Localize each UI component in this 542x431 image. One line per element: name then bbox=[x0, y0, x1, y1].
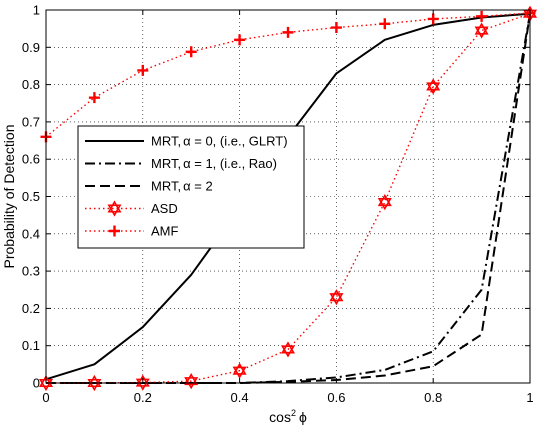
data-point-hexagram-up bbox=[280, 341, 296, 354]
data-point-hexagram-down bbox=[426, 82, 441, 95]
legend-entry: MRT, α = 2 bbox=[85, 179, 213, 194]
data-point-hexagram-down bbox=[377, 198, 392, 211]
x-axis-label-prefix: cos bbox=[269, 409, 291, 425]
y-tick-label: 0.4 bbox=[22, 226, 40, 241]
legend-label-prefix: MRT, bbox=[151, 179, 181, 194]
x-tick-label: 0.6 bbox=[327, 390, 345, 405]
legend-label: MRT, α = 0, (i.e., GLRT) bbox=[151, 134, 288, 149]
data-point-hexagram bbox=[232, 362, 247, 379]
legend-label-prefix: AMF bbox=[151, 224, 179, 239]
data-point-hexagram-up bbox=[329, 289, 344, 302]
legend-entry: MRT, α = 0, (i.e., GLRT) bbox=[85, 134, 288, 149]
data-point-hexagram-down bbox=[474, 26, 489, 39]
legend: MRT, α = 0, (i.e., GLRT)MRT, α = 1, (i.e.,… bbox=[77, 125, 305, 249]
legend-label-prefix: ASD bbox=[151, 201, 178, 216]
legend-label-alpha: α bbox=[183, 134, 191, 149]
legend-label: MRT, α = 1, (i.e., Rao) bbox=[151, 156, 277, 171]
y-tick-label: 0.9 bbox=[22, 40, 40, 55]
y-tick-label: 0.3 bbox=[22, 264, 40, 279]
data-point-hexagram-up bbox=[184, 373, 199, 386]
data-point-plus bbox=[88, 92, 100, 104]
y-tick-label: 0.7 bbox=[22, 114, 40, 129]
data-point-hexagram-up bbox=[474, 22, 489, 35]
series-line bbox=[45, 12, 531, 138]
legend-entry: MRT, α = 1, (i.e., Rao) bbox=[85, 156, 277, 171]
legend-entry: AMF bbox=[85, 224, 179, 239]
series-line bbox=[46, 13, 531, 384]
series-asd bbox=[38, 5, 538, 392]
legend-label-suffix: = 0, (i.e., GLRT) bbox=[191, 134, 288, 149]
legend-label-suffix: = 1, (i.e., Rao) bbox=[191, 156, 277, 171]
data-point-plus bbox=[427, 13, 439, 25]
y-tick-label: 0.5 bbox=[22, 189, 40, 204]
data-point-plus bbox=[476, 10, 488, 22]
legend-label: AMF bbox=[151, 224, 179, 239]
legend-marker-hexagram-up bbox=[107, 200, 122, 213]
data-point-plus bbox=[137, 64, 149, 76]
axes bbox=[45, 9, 531, 384]
data-point-hexagram bbox=[280, 341, 296, 358]
data-point-plus bbox=[282, 26, 294, 38]
x-tick-label: 0.4 bbox=[231, 390, 249, 405]
x-axis-label-symbol: ϕ bbox=[299, 409, 307, 425]
legend-label-prefix: MRT, bbox=[151, 156, 181, 171]
legend-label: ASD bbox=[151, 201, 178, 216]
legend-label-alpha: α bbox=[183, 179, 191, 194]
legend-label-prefix: MRT, bbox=[151, 134, 181, 149]
x-tick-label: 0.2 bbox=[134, 390, 152, 405]
x-tick-label: 1 bbox=[526, 390, 533, 405]
y-tick-label: 1 bbox=[33, 3, 40, 18]
x-tick-label: 0.8 bbox=[424, 390, 442, 405]
data-point-hexagram-up bbox=[232, 362, 247, 375]
legend-marker-hexagram-down bbox=[107, 204, 122, 217]
data-point-hexagram bbox=[87, 374, 102, 392]
data-point-plus bbox=[185, 46, 197, 58]
legend-label-alpha: α bbox=[183, 156, 191, 171]
y-tick-label: 0.1 bbox=[22, 338, 40, 353]
data-point-hexagram bbox=[426, 78, 441, 95]
data-point-hexagram-down bbox=[329, 293, 344, 306]
data-point-plus bbox=[234, 34, 246, 46]
data-point-hexagram-up bbox=[38, 374, 54, 388]
data-point-hexagram-down bbox=[87, 378, 102, 392]
data-point-hexagram bbox=[377, 193, 392, 211]
data-point-hexagram bbox=[329, 289, 344, 306]
data-point-hexagram-down bbox=[232, 366, 247, 379]
x-axis-label: cos2 ϕ bbox=[269, 408, 307, 425]
series-amf bbox=[40, 7, 536, 143]
data-point-hexagram-up bbox=[377, 193, 392, 207]
y-axis-label: Probability of Detection bbox=[1, 125, 17, 269]
x-tick-label: 0 bbox=[42, 390, 49, 405]
y-tick-label: 0.6 bbox=[22, 152, 40, 167]
y-tick-label: 0.8 bbox=[22, 77, 40, 92]
legend-marker-hexagram bbox=[107, 200, 122, 217]
legend-entry: ASD bbox=[85, 200, 178, 217]
legend-label-suffix: = 2 bbox=[191, 179, 213, 194]
data-point-hexagram-up bbox=[426, 78, 441, 91]
x-axis-label-exponent: 2 bbox=[291, 408, 296, 418]
data-point-plus bbox=[379, 18, 391, 30]
data-point-plus bbox=[330, 22, 342, 34]
data-point-hexagram bbox=[474, 22, 489, 39]
data-point-hexagram-down bbox=[280, 345, 296, 358]
legend-marker-plus bbox=[109, 225, 120, 237]
tick-labels: 0 0.2 0.4 0.6 0.8 1 0 0.1 0.2 0.3 0.4 0.5 0.6 0.7 0.8 0… bbox=[22, 3, 534, 406]
data-point-hexagram-up bbox=[135, 374, 150, 387]
y-tick-label: 0 bbox=[33, 376, 40, 391]
y-tick-label: 0.2 bbox=[22, 301, 40, 316]
data-point-hexagram-up bbox=[87, 374, 102, 388]
legend-label: MRT, α = 2 bbox=[151, 179, 213, 194]
